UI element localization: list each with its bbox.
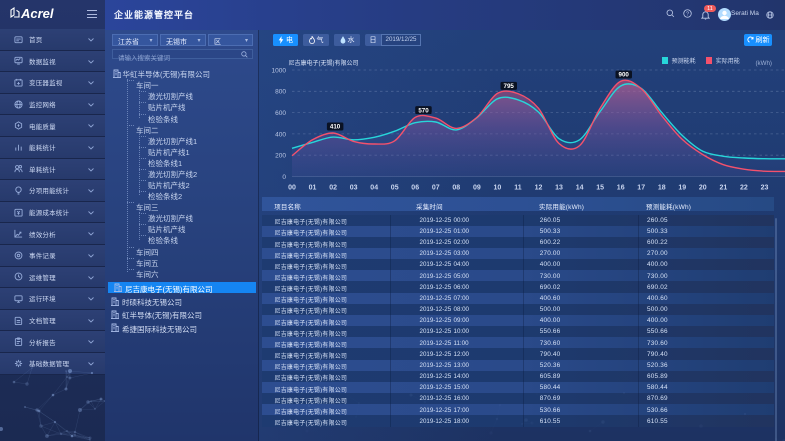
svg-text:05: 05 [391, 185, 399, 192]
svg-text:570: 570 [418, 107, 429, 114]
svg-text:14: 14 [576, 185, 584, 192]
svg-text:18: 18 [658, 185, 666, 192]
svg-text:00: 00 [288, 185, 296, 192]
svg-text:22: 22 [740, 185, 748, 192]
svg-text:12: 12 [535, 185, 543, 192]
svg-text:13: 13 [555, 185, 563, 192]
svg-text:1000: 1000 [272, 67, 287, 74]
svg-text:11: 11 [514, 185, 522, 192]
svg-text:19: 19 [678, 185, 686, 192]
svg-text:0: 0 [282, 174, 286, 181]
svg-text:?: ? [686, 12, 689, 18]
svg-text:600: 600 [275, 110, 286, 117]
svg-text:200: 200 [275, 153, 286, 160]
svg-text:400: 400 [275, 131, 286, 138]
svg-text:04: 04 [370, 185, 378, 192]
svg-text:23: 23 [761, 185, 769, 192]
svg-text:900: 900 [619, 72, 630, 79]
svg-text:16: 16 [617, 185, 625, 192]
svg-text:17: 17 [637, 185, 645, 192]
svg-text:20: 20 [699, 185, 707, 192]
svg-text:09: 09 [473, 185, 481, 192]
svg-text:10: 10 [494, 185, 502, 192]
svg-text:02: 02 [329, 185, 337, 192]
svg-text:03: 03 [350, 185, 358, 192]
svg-text:800: 800 [275, 89, 286, 96]
svg-text:15: 15 [596, 185, 604, 192]
svg-text:07: 07 [432, 185, 440, 192]
svg-text:08: 08 [452, 185, 460, 192]
svg-text:795: 795 [504, 83, 515, 90]
svg-text:01: 01 [309, 185, 317, 192]
svg-text:410: 410 [330, 124, 341, 131]
svg-text:06: 06 [411, 185, 419, 192]
svg-text:21: 21 [720, 185, 728, 192]
